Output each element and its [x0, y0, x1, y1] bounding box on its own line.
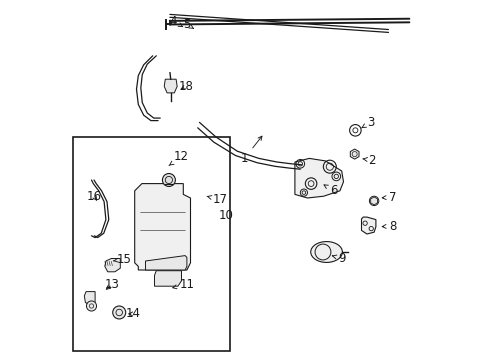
Text: 12: 12 [169, 150, 189, 166]
Text: 7: 7 [382, 191, 396, 204]
Polygon shape [349, 149, 358, 159]
Polygon shape [164, 79, 177, 93]
Text: 18: 18 [179, 80, 193, 93]
Circle shape [86, 301, 96, 311]
Circle shape [162, 174, 175, 186]
Text: 11: 11 [172, 278, 194, 291]
Circle shape [113, 306, 125, 319]
Text: 13: 13 [105, 278, 120, 291]
Bar [73, 137, 230, 351]
Text: 5: 5 [183, 18, 193, 31]
Text: 2: 2 [362, 154, 375, 167]
Text: 3: 3 [361, 116, 373, 129]
Text: 14: 14 [126, 307, 141, 320]
Polygon shape [370, 197, 377, 205]
Text: 16: 16 [86, 190, 102, 203]
Polygon shape [294, 158, 343, 198]
Text: 17: 17 [206, 193, 227, 206]
Text: 10: 10 [219, 209, 233, 222]
Text: 1: 1 [240, 136, 262, 165]
Polygon shape [154, 271, 181, 286]
Text: 6: 6 [324, 184, 337, 197]
Polygon shape [361, 217, 375, 234]
Polygon shape [84, 292, 95, 305]
Ellipse shape [310, 242, 342, 262]
Polygon shape [134, 184, 190, 270]
Text: 9: 9 [332, 252, 345, 265]
Text: 15: 15 [113, 253, 131, 266]
Polygon shape [145, 256, 186, 270]
Text: 4: 4 [169, 15, 183, 28]
Text: 8: 8 [382, 220, 396, 233]
Polygon shape [104, 258, 120, 272]
